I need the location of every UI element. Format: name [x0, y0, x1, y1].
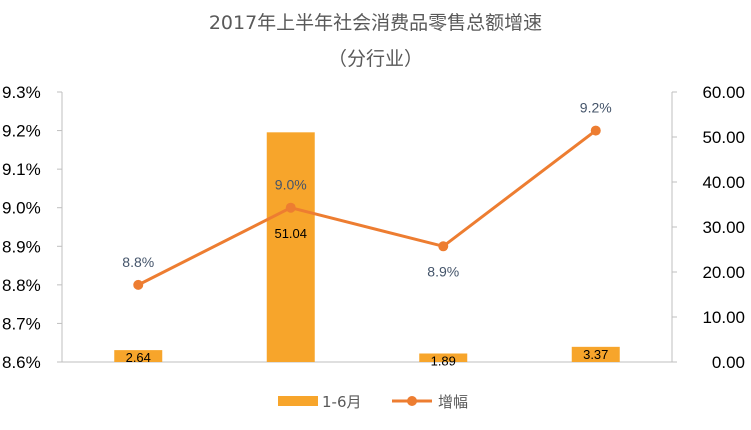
left-tick-label: 8.8% [2, 276, 41, 295]
legend-bar-label: 1-6月 [322, 393, 362, 411]
left-tick-label: 8.6% [2, 353, 41, 372]
bar-value-label: 2.64 [126, 350, 151, 365]
growth-point [438, 241, 449, 252]
chart-title: 2017年上半年社会消费品零售总额增速 [208, 12, 543, 34]
bar [266, 132, 315, 362]
data-labels: 2.64 51.04 1.89 3.37 8.8% 9.0% 8.9% 9.2% [122, 100, 611, 369]
right-tick-label: 10.00 [702, 308, 745, 327]
left-tick-label: 8.7% [2, 314, 41, 333]
left-tick-label: 9.0% [2, 199, 41, 218]
growth-point [133, 279, 144, 290]
left-tick-label: 8.9% [2, 237, 41, 256]
legend-line-label: 增幅 [438, 393, 468, 411]
legend-bar-swatch [278, 396, 318, 406]
bar-value-label: 1.89 [431, 353, 456, 368]
growth-value-label: 9.2% [580, 100, 612, 116]
bar-value-label: 3.37 [583, 347, 608, 362]
bar [419, 353, 468, 362]
bar-series [114, 132, 620, 362]
legend-line-marker [407, 396, 417, 406]
right-tick-label: 60.00 [702, 83, 745, 102]
bar [114, 350, 163, 362]
left-tick-label: 9.1% [2, 160, 41, 179]
right-tick-label: 30.00 [702, 218, 745, 237]
left-tick-label: 9.3% [2, 83, 41, 102]
bar [571, 346, 620, 362]
growth-value-label: 9.0% [275, 177, 307, 193]
chart-subtitle: （分行业） [327, 48, 423, 70]
growth-value-label: 8.8% [122, 254, 154, 270]
left-tick-label: 9.2% [2, 122, 41, 141]
bar-value-label: 51.04 [274, 226, 307, 241]
right-tick-label: 20.00 [702, 263, 745, 282]
growth-value-label: 8.9% [427, 263, 459, 279]
right-tick-label: 40.00 [702, 173, 745, 192]
right-tick-label: 0.00 [712, 353, 745, 372]
growth-point [285, 202, 296, 213]
right-tick-label: 50.00 [702, 128, 745, 147]
axes: 8.6% 8.7% 8.8% 8.9% 9.0% 9.1% 9.2% 9.3% 0.00 10.0… [2, 83, 745, 372]
growth-line [137, 129, 597, 287]
line-series [133, 125, 601, 290]
legend: 1-6月 增幅 [278, 393, 468, 411]
growth-point [590, 125, 601, 136]
